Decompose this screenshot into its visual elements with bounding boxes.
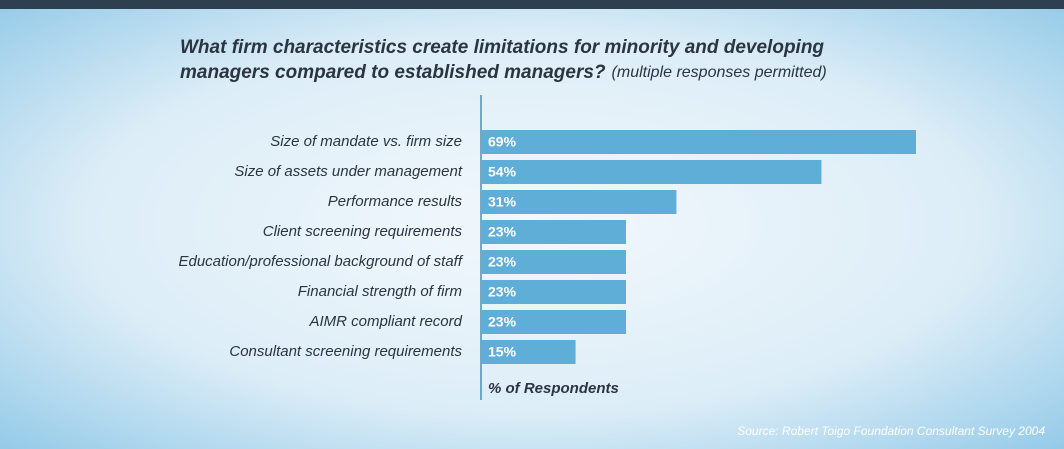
chart-subtitle: (multiple responses permitted) [612, 64, 827, 81]
bar [482, 130, 916, 154]
category-label: Size of mandate vs. firm size [270, 133, 462, 150]
value-label: 23% [488, 284, 517, 300]
category-label: Size of assets under management [234, 163, 462, 180]
value-label: 31% [488, 194, 517, 210]
value-label: 23% [488, 314, 517, 330]
category-label: Financial strength of firm [298, 283, 462, 300]
value-label: 54% [488, 164, 517, 180]
value-label: 15% [488, 344, 517, 360]
category-label: AIMR compliant record [308, 313, 462, 330]
category-label: Consultant screening requirements [229, 343, 462, 360]
top-strip [0, 0, 1064, 9]
source: Source: Robert Toigo Foundation Consulta… [737, 424, 1045, 438]
chart-title-line: managers compared to established manager… [180, 62, 606, 83]
bar [482, 190, 677, 214]
bar [482, 310, 626, 334]
value-label: 23% [488, 224, 517, 240]
value-label: 69% [488, 134, 517, 150]
category-label: Education/professional background of sta… [178, 253, 463, 270]
bar [482, 250, 626, 274]
chart-title: What firm characteristics create limitat… [180, 37, 824, 58]
bar [482, 340, 576, 364]
value-label: 23% [488, 254, 517, 270]
category-label: Client screening requirements [263, 223, 463, 240]
chart-title: managers compared to established manager… [180, 62, 827, 83]
x-axis-label: % of Respondents [488, 380, 619, 397]
category-label: Performance results [328, 193, 463, 210]
bar [482, 220, 626, 244]
bar [482, 160, 822, 184]
bar [482, 280, 626, 304]
